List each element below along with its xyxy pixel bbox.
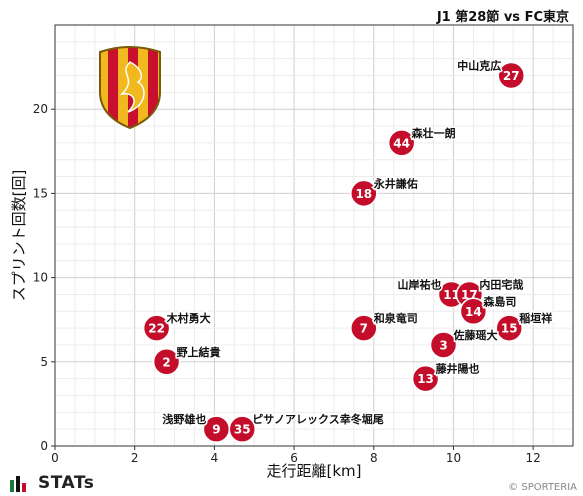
- plot-frame: [54, 24, 574, 447]
- player-name: 藤井陽也: [436, 362, 480, 376]
- player-number: 9: [212, 423, 220, 437]
- brand-logo: STATs: [10, 473, 94, 493]
- y-tick-label: 20: [33, 102, 48, 116]
- player-number: 14: [465, 305, 482, 319]
- x-tick-label: 8: [370, 451, 378, 465]
- chart-grid: [54, 24, 574, 447]
- player-point: 7 和泉竜司: [350, 310, 419, 342]
- player-point: 3 佐藤瑶大: [429, 326, 499, 359]
- crest-outline: [99, 46, 161, 130]
- player-name: 森島司: [483, 294, 516, 308]
- player-name: 永井謙佑: [373, 176, 418, 190]
- player-marker: [387, 129, 416, 157]
- x-tick-label: 2: [131, 451, 139, 465]
- player-name: 浅野雄也: [162, 412, 206, 426]
- copyright-credit: © SPORTERIA: [508, 482, 577, 493]
- player-number: 35: [234, 423, 251, 437]
- player-marker: [429, 331, 458, 359]
- player-name: 佐藤瑶大: [453, 328, 498, 342]
- player-marker: [411, 364, 440, 393]
- player-number: 7: [360, 322, 368, 336]
- player-number: 13: [417, 372, 434, 386]
- x-tick-label: 6: [290, 451, 298, 465]
- player-marker: [228, 415, 257, 443]
- player-marker: [350, 314, 378, 342]
- player-name: 木村勇大: [166, 311, 211, 325]
- crest-stripe: [108, 48, 118, 128]
- y-tick-label: 0: [40, 439, 48, 453]
- y-tick-label: 5: [40, 355, 48, 369]
- player-number: 44: [393, 136, 410, 150]
- team-crest-icon: [99, 46, 161, 130]
- player-name: 中山克広: [457, 59, 501, 73]
- player-marker: [142, 314, 171, 342]
- player-name: 山岸祐也: [397, 277, 441, 291]
- player-name: 森壮一朗: [412, 126, 456, 140]
- x-tick-label: 10: [446, 451, 461, 465]
- player-point: 2 野上結貴: [152, 343, 222, 376]
- player-marker: [497, 61, 525, 90]
- player-marker: [350, 179, 378, 208]
- stats-bars-icon: [10, 476, 26, 492]
- y-axis-label: スプリント回数[回]: [10, 170, 28, 302]
- axis-ticks: 0 2 4 6 8 10 12 0 5 10 15 20: [33, 102, 541, 465]
- match-title: J1 第28節 vs FC東京: [436, 10, 569, 25]
- x-tick-label: 0: [51, 451, 59, 465]
- x-tick-label: 12: [526, 451, 541, 465]
- player-number: 3: [439, 338, 447, 352]
- player-number: 27: [503, 69, 520, 83]
- y-tick-label: 10: [33, 271, 48, 285]
- y-tick-label: 15: [33, 186, 48, 200]
- chart-axes: [54, 24, 574, 447]
- player-number: 15: [501, 322, 518, 336]
- player-name: 稲垣祥: [519, 311, 552, 325]
- crest-bird: [119, 61, 145, 113]
- x-axis-label: 走行距離[km]: [266, 462, 361, 480]
- player-name: 内田宅哉: [479, 277, 523, 291]
- crest-stripe: [148, 48, 158, 128]
- player-marker: [459, 297, 488, 326]
- player-marker: [495, 314, 523, 342]
- player-number: 18: [355, 187, 372, 201]
- player-point: 9 浅野雄也: [161, 411, 231, 443]
- player-name: 和泉竜司: [374, 311, 418, 325]
- player-number: 2: [162, 355, 170, 369]
- brand-name: STATs: [38, 473, 95, 493]
- player-name: 野上結貴: [177, 345, 221, 359]
- x-tick-label: 4: [211, 451, 219, 465]
- player-number: 22: [148, 322, 165, 336]
- player-points: 27中山克広44森壮一朗18永井謙佑11山岸祐也17内田宅哉14森島司15稲垣祥…: [142, 57, 554, 443]
- player-marker: [152, 348, 181, 376]
- player-name: ピサノアレックス幸冬堀尾: [252, 412, 383, 426]
- player-number: 11: [443, 288, 460, 302]
